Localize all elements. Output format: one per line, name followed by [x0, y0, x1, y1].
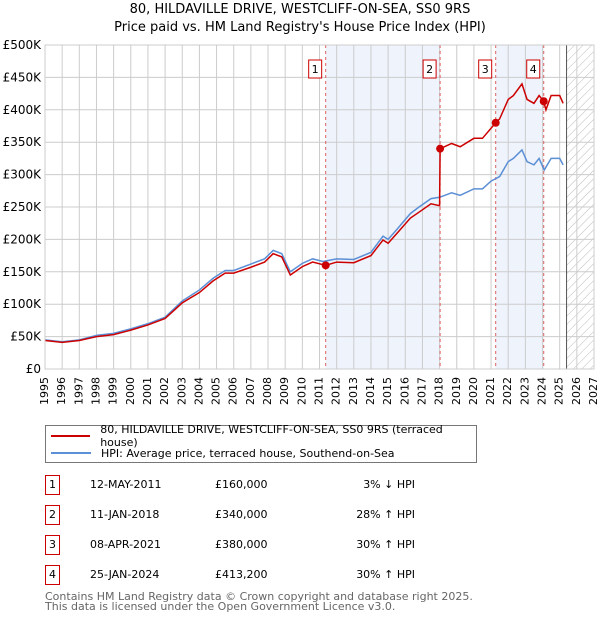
x-tick-label: 2016 — [398, 377, 411, 405]
sale-price: £380,000 — [215, 538, 268, 551]
sale-point — [321, 261, 330, 270]
legend-label-hpi: HPI: Average price, terraced house, Sout… — [101, 446, 395, 460]
x-tick-label: 2015 — [381, 377, 394, 405]
footer-line-2: This data is licensed under the Open Gov… — [45, 600, 396, 613]
sale-date: 12-MAY-2011 — [90, 478, 162, 491]
x-tick-label: 2008 — [261, 377, 274, 405]
x-tick-label: 2011 — [313, 377, 326, 405]
y-tick-label: £150K — [3, 265, 43, 279]
plot-area: 1995 1996 1997 1998 1999 2000 2001 2002 2003 2004… — [3, 38, 600, 405]
sale-number: 3 — [45, 535, 60, 555]
y-tick-label: £100K — [3, 297, 43, 311]
x-tick-label: 2013 — [347, 377, 360, 405]
sale-row: 1 12-MAY-2011 £160,000 3% ↓ HPI — [45, 475, 465, 495]
sale-hpi-diff: 28% ↑ HPI — [356, 508, 415, 521]
sale-marker-box — [526, 59, 541, 79]
x-tick-label: 2017 — [415, 377, 428, 405]
sale-number: 2 — [45, 505, 60, 525]
sale-point — [491, 118, 500, 127]
chart-subtitle: Price paid vs. HM Land Registry's House … — [114, 20, 486, 35]
x-tick-label: 2007 — [244, 377, 257, 405]
sale-marker-box — [308, 59, 323, 79]
sale-number: 1 — [45, 475, 60, 495]
sale-row: 3 08-APR-2021 £380,000 30% ↑ HPI — [45, 535, 465, 555]
sale-price: £413,200 — [215, 568, 268, 581]
sale-marker-box — [478, 59, 493, 79]
sale-date: 08-APR-2021 — [90, 538, 162, 551]
y-tick-label: £200K — [3, 232, 43, 246]
x-tick-label: 2019 — [450, 377, 463, 405]
y-tick-label: £300K — [3, 168, 43, 182]
x-tick-label: 2010 — [295, 377, 308, 405]
x-tick-label: 2014 — [364, 377, 377, 405]
x-tick-label: 2026 — [570, 377, 583, 405]
legend-swatch-red — [51, 435, 91, 437]
sale-date: 25-JAN-2024 — [90, 568, 160, 581]
sale-marker-number: 1 — [312, 63, 319, 76]
legend-label-property: 80, HILDAVILLE DRIVE, WESTCLIFF-ON-SEA, … — [100, 423, 443, 449]
x-tick-label: 2003 — [175, 377, 188, 405]
sale-marker-box — [422, 59, 437, 79]
x-tick-label: 2006 — [227, 377, 240, 405]
x-tick-label: 2000 — [124, 377, 137, 405]
sale-price: £340,000 — [215, 508, 268, 521]
y-tick-label: £500K — [3, 38, 43, 52]
x-tick-label: 1996 — [55, 377, 68, 405]
legend: 80, HILDAVILLE DRIVE, WESTCLIFF-ON-SEA, … — [45, 423, 477, 463]
chart-title: 80, HILDAVILLE DRIVE, WESTCLIFF-ON-SEA, … — [129, 2, 471, 17]
x-tick-label: 2002 — [158, 377, 171, 405]
sale-row: 2 11-JAN-2018 £340,000 28% ↑ HPI — [45, 505, 465, 525]
sale-hpi-diff: 30% ↑ HPI — [356, 538, 415, 551]
hpi-line — [44, 148, 564, 343]
price-paid-line — [44, 82, 564, 344]
sale-point — [436, 144, 445, 153]
x-tick-label: 2012 — [330, 377, 343, 405]
y-tick-label: £50K — [10, 330, 42, 344]
x-tick-label: 2009 — [278, 377, 291, 405]
sale-point — [539, 97, 548, 106]
y-tick-label: £0 — [26, 362, 41, 376]
y-tick-label: £350K — [3, 135, 43, 149]
x-tick-label: 2023 — [518, 377, 531, 405]
sale-hpi-diff: 30% ↑ HPI — [356, 568, 415, 581]
x-tick-label: 2018 — [433, 377, 446, 405]
plot-border — [44, 44, 595, 370]
y-tick-label: £400K — [3, 103, 43, 117]
sale-number: 4 — [45, 565, 60, 585]
footer-line-1: Contains HM Land Registry data © Crown c… — [45, 590, 473, 603]
sale-marker-number: 3 — [482, 63, 489, 76]
x-tick-label: 2001 — [141, 377, 154, 405]
x-tick-label: 1995 — [38, 377, 51, 405]
x-tick-label: 2027 — [587, 377, 600, 405]
x-tick-label: 2005 — [210, 377, 223, 405]
sale-hpi-diff: 3% ↓ HPI — [363, 478, 415, 491]
sale-price: £160,000 — [215, 478, 268, 491]
legend-swatch-blue — [51, 452, 91, 454]
x-tick-label: 2004 — [192, 377, 205, 405]
x-tick-label: 2020 — [467, 377, 480, 405]
x-tick-label: 1998 — [89, 377, 102, 405]
x-tick-label: 2024 — [536, 377, 549, 405]
y-tick-label: £250K — [3, 200, 43, 214]
x-tick-label: 1997 — [72, 377, 85, 405]
sale-marker-number: 4 — [530, 63, 537, 76]
sale-marker-number: 2 — [426, 63, 433, 76]
sale-date: 11-JAN-2018 — [90, 508, 160, 521]
x-tick-label: 1999 — [107, 377, 120, 405]
x-tick-label: 2025 — [553, 377, 566, 405]
y-tick-label: £450K — [3, 70, 43, 84]
x-tick-label: 2022 — [501, 377, 514, 405]
x-tick-label: 2021 — [484, 377, 497, 405]
sale-row: 4 25-JAN-2024 £413,200 30% ↑ HPI — [45, 565, 465, 585]
